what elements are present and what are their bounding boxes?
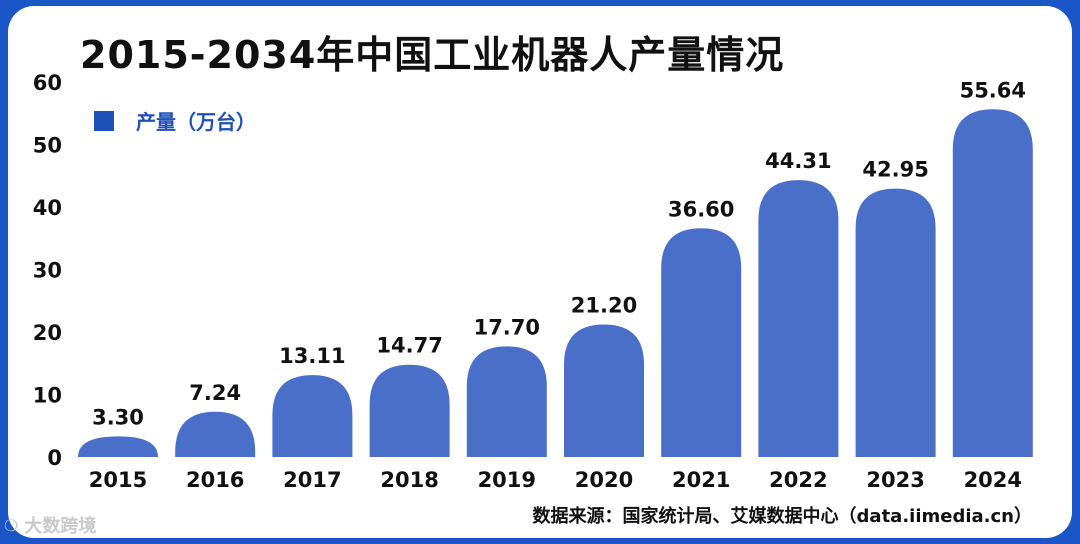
value-label-2019: 17.70 [474,315,540,339]
bar-2018 [369,364,450,457]
chat-bubble-icon: ❍ [4,515,19,535]
y-tick-label: 40 [33,196,62,220]
data-source: 数据来源：国家统计局、艾媒数据中心（data.iimedia.cn） [532,506,1032,527]
bar-chart: 0 10 20 30 40 50 60 3.30 2015 7.24 2016 13.11 2017 14… [33,71,1033,492]
x-tick-label-2023: 2023 [866,468,924,492]
bar-2021 [661,228,742,457]
value-label-2020: 21.20 [571,294,637,318]
y-tick-label: 0 [47,446,62,470]
bar-2017 [272,375,353,457]
legend-swatch [94,110,114,131]
x-tick-label-2020: 2020 [575,468,633,492]
x-tick-label-2024: 2024 [964,468,1022,492]
bar-2019 [466,346,547,457]
value-label-2022: 44.31 [765,149,831,173]
bar-2015 [78,436,158,457]
value-label-2021: 36.60 [668,197,734,221]
watermark-text: 大数跨境 [24,516,97,537]
bar-2016 [175,411,256,457]
y-tick-label: 30 [33,259,62,283]
y-tick-label: 50 [33,134,62,158]
x-tick-label-2018: 2018 [380,468,438,492]
value-label-2023: 42.95 [862,158,928,182]
y-tick-label: 60 [33,71,62,95]
value-label-2017: 13.11 [279,344,345,368]
x-tick-label-2019: 2019 [478,468,536,492]
watermark: ❍ 大数跨境 [4,512,96,538]
x-tick-label-2021: 2021 [672,468,730,492]
value-label-2016: 7.24 [189,381,241,405]
y-tick-label: 20 [33,321,62,345]
x-tick-label-2016: 2016 [186,468,244,492]
value-label-2015: 3.30 [92,405,144,429]
bar-2020 [564,324,644,457]
legend: 产量（万台） [94,106,256,135]
value-label-2024: 55.64 [960,78,1026,102]
x-tick-label-2017: 2017 [283,468,341,492]
value-label-2018: 14.77 [376,334,442,358]
chart-title: 2015-2034年中国工业机器人产量情况 [80,33,785,77]
chart-card: 2015-2034年中国工业机器人产量情况 产量（万台） 0 10 20 30 40 50… [8,6,1072,538]
legend-label: 产量（万台） [136,110,256,134]
bar-2023 [855,188,936,457]
bar-2024 [952,109,1033,457]
bar-2022 [758,180,839,457]
x-tick-label-2015: 2015 [89,468,147,492]
x-tick-label-2022: 2022 [769,468,827,492]
y-tick-label: 10 [33,384,62,408]
